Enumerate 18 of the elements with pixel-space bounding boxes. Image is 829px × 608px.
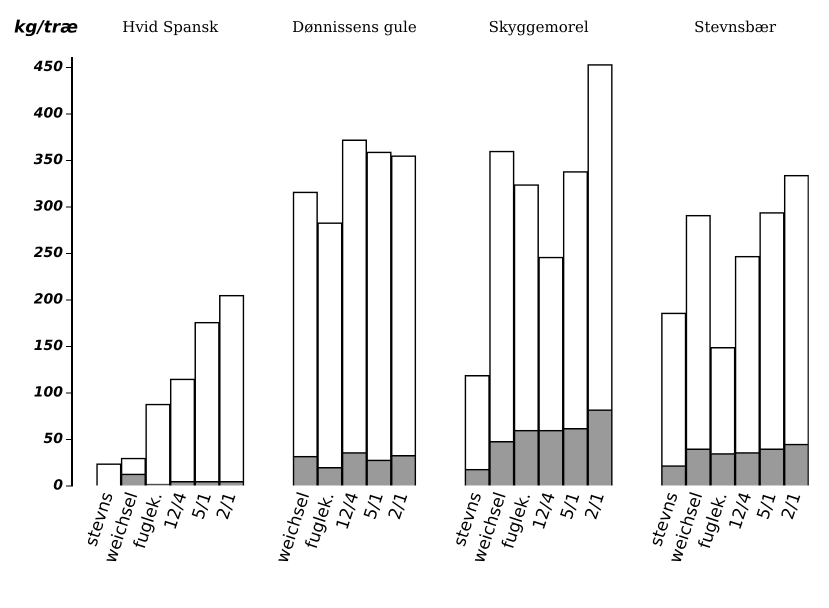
text: Dønnissens gule <box>292 18 417 36</box>
y-axis-title: kg/træ <box>14 17 78 38</box>
y-tick-label: 300 <box>34 198 64 215</box>
y-tick-label: 250 <box>34 245 64 262</box>
x-tick-label: 2/1 <box>385 490 413 522</box>
y-tick-label: 450 <box>32 58 64 75</box>
y-tick-label: 100 <box>34 384 64 401</box>
y-tick-label: 350 <box>34 152 64 168</box>
y-tick-label: 150 <box>34 338 64 354</box>
x-tick-label: 2/1 <box>582 490 609 522</box>
text: Skyggemorel <box>488 18 589 36</box>
y-tick-label: 400 <box>32 105 64 122</box>
text: Hvid Spansk <box>122 18 220 36</box>
x-tick-label: 12/4 <box>160 490 192 532</box>
text: Stevnsbær <box>694 18 777 36</box>
y-tick-label: 200 <box>34 292 64 308</box>
y-tick-label: 50 <box>44 431 64 448</box>
y-tick-label: 0 <box>53 478 64 494</box>
